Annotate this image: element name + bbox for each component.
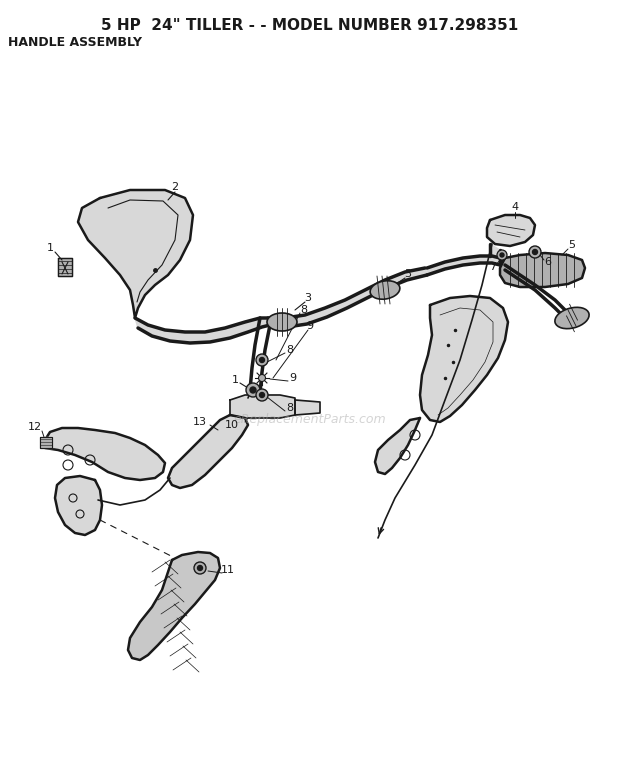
- Text: 10: 10: [225, 420, 239, 430]
- Polygon shape: [268, 268, 427, 327]
- Polygon shape: [375, 418, 420, 474]
- Polygon shape: [490, 244, 500, 263]
- Text: 1: 1: [231, 375, 239, 385]
- Text: 6: 6: [544, 257, 552, 267]
- Text: 5 HP  24" TILLER - - MODEL NUMBER 917.298351: 5 HP 24" TILLER - - MODEL NUMBER 917.298…: [102, 18, 518, 33]
- Ellipse shape: [267, 313, 297, 331]
- Circle shape: [256, 354, 268, 366]
- Circle shape: [250, 387, 256, 393]
- Circle shape: [198, 565, 203, 571]
- Text: 9: 9: [306, 321, 314, 331]
- Circle shape: [194, 562, 206, 574]
- Circle shape: [246, 383, 260, 397]
- Polygon shape: [58, 258, 72, 276]
- Polygon shape: [420, 296, 508, 422]
- Text: 8: 8: [286, 403, 293, 413]
- Polygon shape: [230, 395, 295, 418]
- Circle shape: [497, 250, 507, 260]
- Polygon shape: [135, 318, 270, 343]
- Text: 11: 11: [221, 565, 235, 575]
- Text: 13: 13: [193, 417, 207, 427]
- Polygon shape: [295, 400, 320, 415]
- Polygon shape: [168, 415, 248, 488]
- Polygon shape: [487, 215, 535, 246]
- Circle shape: [500, 253, 504, 257]
- Ellipse shape: [370, 281, 400, 299]
- Polygon shape: [78, 190, 193, 318]
- Text: 3: 3: [304, 293, 311, 303]
- Polygon shape: [45, 428, 165, 480]
- Circle shape: [260, 392, 265, 398]
- Text: 9: 9: [290, 373, 296, 383]
- Ellipse shape: [555, 308, 589, 329]
- Circle shape: [256, 389, 268, 401]
- Text: 12: 12: [28, 422, 42, 432]
- Circle shape: [260, 358, 265, 363]
- Text: 8: 8: [301, 305, 308, 315]
- Polygon shape: [55, 476, 102, 535]
- Text: 5: 5: [569, 240, 575, 250]
- Polygon shape: [500, 253, 585, 287]
- Text: 8: 8: [286, 345, 293, 355]
- Circle shape: [259, 374, 265, 381]
- Text: HANDLE ASSEMBLY: HANDLE ASSEMBLY: [8, 36, 142, 49]
- Polygon shape: [128, 552, 220, 660]
- Polygon shape: [40, 437, 52, 448]
- Text: 4: 4: [512, 202, 518, 212]
- Circle shape: [529, 246, 541, 258]
- Text: 1: 1: [46, 243, 53, 253]
- Text: 2: 2: [172, 182, 179, 192]
- Text: eReplacementParts.com: eReplacementParts.com: [234, 413, 386, 427]
- Text: 3: 3: [404, 269, 412, 279]
- Text: 7: 7: [489, 262, 497, 272]
- Circle shape: [533, 250, 538, 254]
- Polygon shape: [427, 256, 505, 275]
